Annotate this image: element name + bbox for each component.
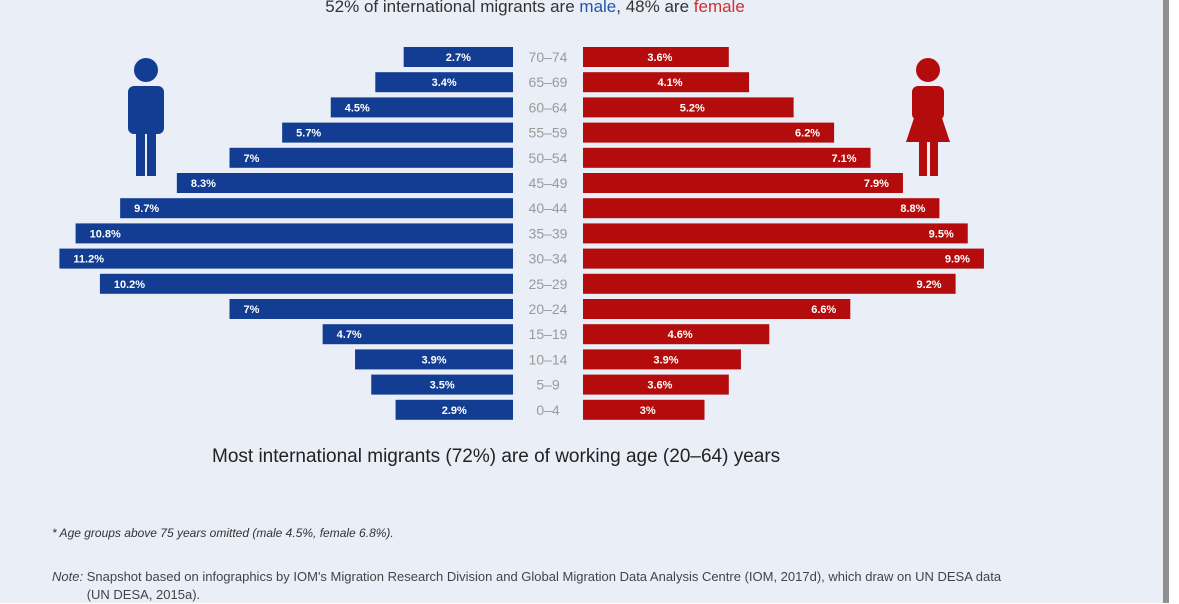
female-bar xyxy=(583,223,968,244)
male-bar-label: 5.7% xyxy=(296,128,321,140)
female-bar xyxy=(583,299,851,319)
male-bar-label: 10.8% xyxy=(90,228,121,240)
age-group-label: 20–24 xyxy=(529,301,568,317)
age-group-label: 10–14 xyxy=(529,351,568,367)
note-label: Note: xyxy=(52,569,84,584)
headline-prefix: 52% of international migrants are xyxy=(325,0,580,16)
source-note: Note: Snapshot based on infographics by … xyxy=(52,568,1052,604)
male-bar-label: 11.2% xyxy=(73,254,104,266)
female-bar-label: 4.6% xyxy=(668,329,693,341)
age-group-label: 15–19 xyxy=(529,326,568,342)
age-group-label: 45–49 xyxy=(529,175,568,191)
male-person-icon xyxy=(128,58,164,176)
female-bar xyxy=(583,198,940,219)
female-bar xyxy=(583,147,871,168)
female-bar-label: 6.2% xyxy=(795,128,820,140)
female-bar-label: 9.9% xyxy=(945,254,970,266)
male-bar xyxy=(330,97,513,118)
age-group-label: 60–64 xyxy=(529,99,568,115)
female-bar xyxy=(583,273,956,294)
female-person-icon xyxy=(906,58,950,176)
age-group-label: 55–59 xyxy=(529,125,568,141)
male-bar xyxy=(59,248,514,269)
female-bar xyxy=(583,122,835,143)
working-age-caption: Most international migrants (72%) are of… xyxy=(212,446,781,467)
headline: 52% of international migrants are male, … xyxy=(0,0,1070,17)
age-group-label: 50–54 xyxy=(529,150,568,166)
female-bar-label: 3.9% xyxy=(653,354,678,366)
male-bar-label: 3.9% xyxy=(421,354,446,366)
age-group-label: 30–34 xyxy=(529,251,568,267)
male-bar xyxy=(229,147,513,168)
female-bar xyxy=(583,374,729,395)
footnote: * Age groups above 75 years omitted (mal… xyxy=(52,526,394,540)
female-bar xyxy=(583,72,750,93)
male-bar-label: 9.7% xyxy=(134,203,159,215)
male-bar-label: 2.9% xyxy=(442,405,467,417)
female-bar-label: 8.8% xyxy=(900,203,925,215)
male-bar-label: 7% xyxy=(244,304,260,316)
male-bar-label: 3.5% xyxy=(430,380,455,392)
female-bar-label: 3.6% xyxy=(647,380,672,392)
female-bar xyxy=(583,324,770,345)
female-bar-label: 3% xyxy=(640,405,656,417)
male-bar-label: 7% xyxy=(244,153,260,165)
female-bar xyxy=(583,173,903,193)
male-bar xyxy=(229,299,513,319)
age-group-label: 35–39 xyxy=(529,225,568,241)
age-group-label: 25–29 xyxy=(529,276,568,292)
male-bar xyxy=(176,173,513,193)
male-bar xyxy=(75,223,513,244)
male-bar-label: 8.3% xyxy=(191,178,216,190)
age-group-label: 70–74 xyxy=(529,49,568,65)
male-bar-label: 3.4% xyxy=(432,77,457,89)
age-group-label: 5–9 xyxy=(536,377,560,393)
female-bar-label: 7.9% xyxy=(864,178,889,190)
male-bar-label: 10.2% xyxy=(114,279,145,291)
female-bar-label: 9.5% xyxy=(929,228,954,240)
female-bar xyxy=(583,349,741,370)
male-bar xyxy=(375,72,513,93)
female-bar-label: 9.2% xyxy=(917,279,942,291)
headline-male-word: male xyxy=(579,0,617,16)
note-text: Snapshot based on infographics by IOM's … xyxy=(86,569,1002,602)
age-group-label: 40–44 xyxy=(529,200,568,216)
female-bar-label: 6.6% xyxy=(811,304,836,316)
male-bar xyxy=(371,374,513,395)
headline-female-word: female xyxy=(693,0,745,16)
male-bar xyxy=(99,273,514,294)
age-group-label: 65–69 xyxy=(529,74,568,90)
female-bar-label: 4.1% xyxy=(657,77,682,89)
male-bar xyxy=(403,47,513,67)
female-bar xyxy=(583,248,984,269)
male-bar xyxy=(322,324,513,345)
male-bar-label: 4.7% xyxy=(337,329,362,341)
male-bar xyxy=(120,198,514,219)
female-bar xyxy=(583,47,729,67)
male-bar xyxy=(282,122,513,143)
female-bar-label: 5.2% xyxy=(680,102,705,114)
male-bar-label: 4.5% xyxy=(345,102,370,114)
scrollbar-edge[interactable] xyxy=(1163,0,1169,603)
male-bar xyxy=(395,399,513,420)
female-bar-label: 7.1% xyxy=(831,153,856,165)
female-bar xyxy=(583,399,705,420)
headline-middle: , 48% are xyxy=(616,0,694,16)
age-group-label: 0–4 xyxy=(536,402,560,418)
male-bar-label: 2.7% xyxy=(446,52,471,64)
population-pyramid-chart: 2.7% 70–74 3.6% 3.4% 65–69 4.1% 4.5% 60–64 5.2% 5… xyxy=(59,47,984,420)
male-bar xyxy=(355,349,513,370)
female-bar xyxy=(583,97,794,118)
female-bar-label: 3.6% xyxy=(647,52,672,64)
